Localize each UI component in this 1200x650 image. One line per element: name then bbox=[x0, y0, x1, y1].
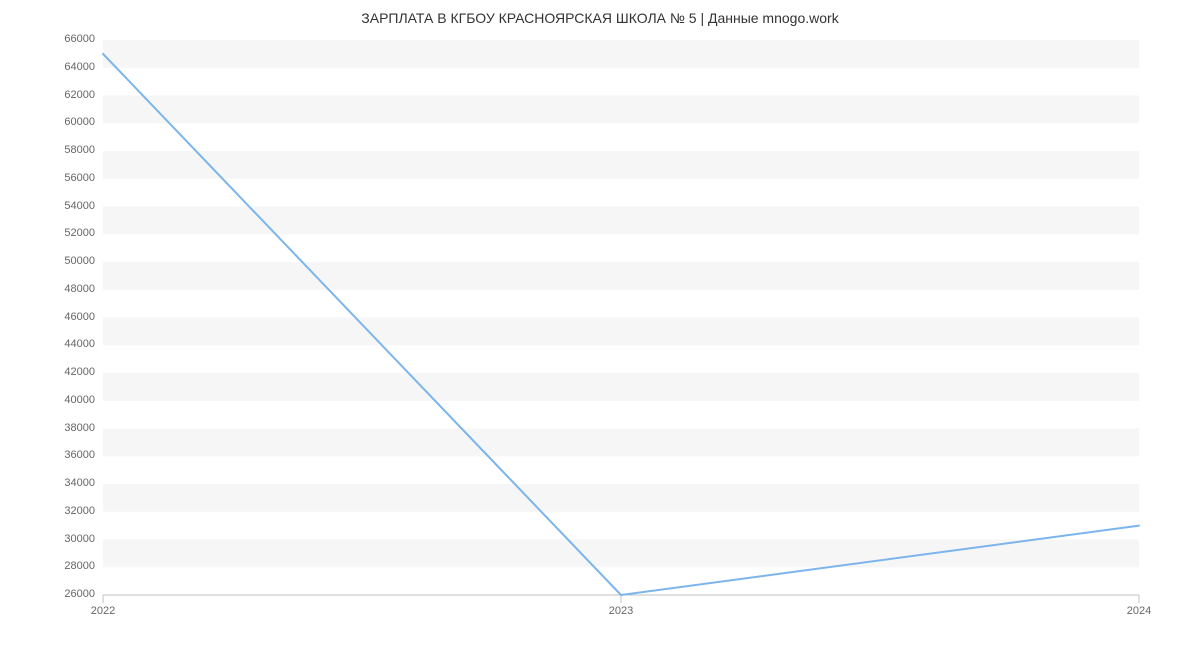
y-tick-label: 36000 bbox=[45, 449, 95, 461]
y-tick-label: 54000 bbox=[45, 200, 95, 212]
y-tick-label: 52000 bbox=[45, 227, 95, 239]
y-tick-label: 50000 bbox=[45, 255, 95, 267]
y-tick-label: 62000 bbox=[45, 89, 95, 101]
y-tick-label: 28000 bbox=[45, 560, 95, 572]
y-tick-label: 38000 bbox=[45, 422, 95, 434]
y-tick-label: 32000 bbox=[45, 505, 95, 517]
x-tick-label: 2023 bbox=[591, 605, 651, 617]
y-tick-label: 34000 bbox=[45, 477, 95, 489]
y-tick-label: 66000 bbox=[45, 33, 95, 45]
salary-chart: ЗАРПЛАТА В КГБОУ КРАСНОЯРСКАЯ ШКОЛА № 5 … bbox=[0, 0, 1200, 650]
y-tick-label: 64000 bbox=[45, 61, 95, 73]
chart-title: ЗАРПЛАТА В КГБОУ КРАСНОЯРСКАЯ ШКОЛА № 5 … bbox=[0, 10, 1200, 26]
y-tick-label: 44000 bbox=[45, 338, 95, 350]
y-tick-label: 40000 bbox=[45, 394, 95, 406]
x-tick-label: 2022 bbox=[73, 605, 133, 617]
plot-area bbox=[103, 40, 1139, 605]
y-tick-label: 42000 bbox=[45, 366, 95, 378]
y-tick-label: 30000 bbox=[45, 533, 95, 545]
y-tick-label: 48000 bbox=[45, 283, 95, 295]
y-tick-label: 60000 bbox=[45, 116, 95, 128]
x-tick-label: 2024 bbox=[1109, 605, 1169, 617]
y-tick-label: 46000 bbox=[45, 311, 95, 323]
y-tick-label: 58000 bbox=[45, 144, 95, 156]
y-tick-label: 26000 bbox=[45, 588, 95, 600]
y-tick-label: 56000 bbox=[45, 172, 95, 184]
